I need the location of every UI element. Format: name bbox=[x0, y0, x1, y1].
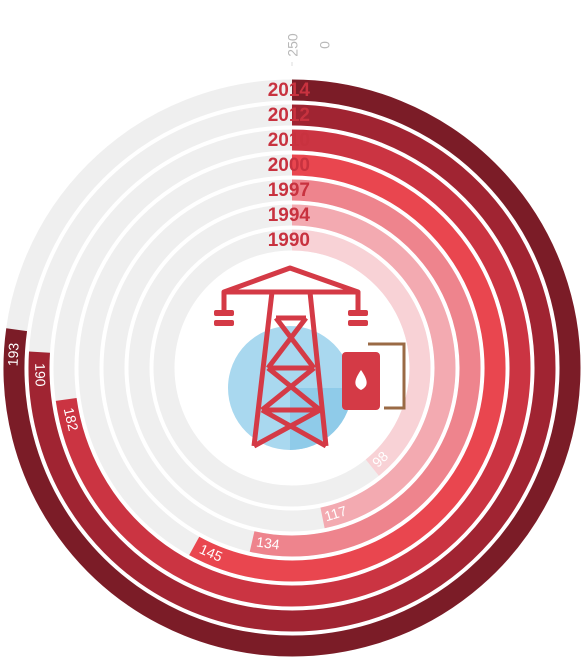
value-label: 182 bbox=[61, 406, 82, 433]
value-label: 193 bbox=[4, 342, 21, 366]
arc-bar bbox=[291, 204, 456, 529]
tick-label: 0 bbox=[317, 41, 333, 49]
year-label: 2014 bbox=[268, 80, 311, 101]
tick-label: 250 bbox=[285, 33, 301, 57]
value-label: 117 bbox=[323, 502, 349, 524]
arc-bar bbox=[291, 229, 431, 476]
barrel bbox=[342, 342, 406, 410]
value-label: 134 bbox=[255, 534, 281, 553]
year-label: 2012 bbox=[268, 105, 310, 126]
arc-bar bbox=[249, 179, 481, 557]
arc-bar bbox=[3, 79, 581, 657]
tower bbox=[221, 265, 361, 449]
year-label: 1997 bbox=[268, 180, 310, 201]
value-label: 190 bbox=[32, 363, 49, 387]
insulators bbox=[214, 310, 368, 326]
year-label: 2010 bbox=[268, 130, 310, 151]
arc-bar bbox=[189, 154, 506, 582]
arc-bar bbox=[55, 129, 531, 607]
year-label: 1990 bbox=[268, 230, 310, 251]
year-label: 2000 bbox=[268, 155, 310, 176]
arc-bar bbox=[28, 104, 556, 632]
center-icon bbox=[214, 265, 406, 450]
rings bbox=[3, 79, 581, 657]
year-label: 1994 bbox=[268, 205, 311, 226]
